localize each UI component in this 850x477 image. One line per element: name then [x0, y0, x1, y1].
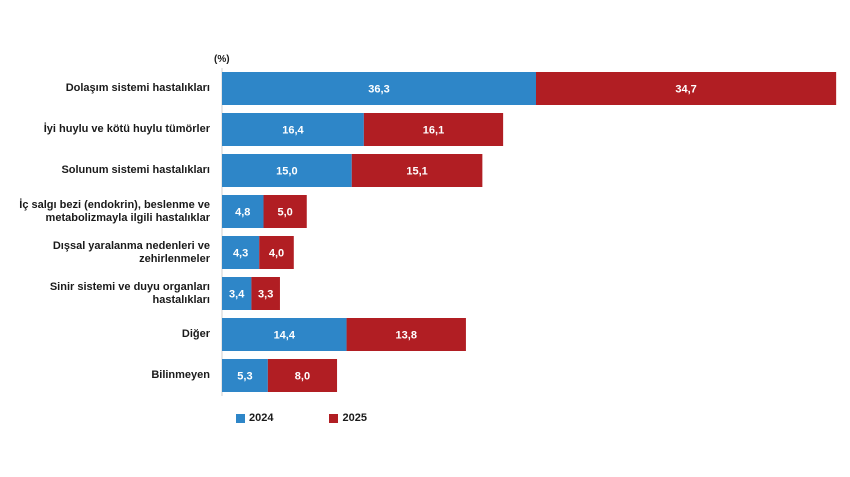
bar-2024: [222, 318, 347, 351]
legend-label-2024: 2024: [249, 412, 274, 424]
bar-2025: [346, 318, 466, 351]
data-label-2024: 4,8: [235, 207, 250, 219]
bar-2024: [222, 154, 352, 187]
bar-2025: [259, 236, 294, 269]
data-label-2025: 8,0: [295, 371, 310, 383]
data-label-2024: 36,3: [368, 84, 389, 96]
data-label-2025: 13,8: [396, 330, 417, 342]
category-label: Sinir sistemi ve duyu organları hastalık…: [49, 280, 210, 306]
data-label-2025: 34,7: [675, 84, 696, 96]
unit-label: (%): [214, 54, 230, 65]
category-label: Dolaşım sistemi hastalıkları: [65, 82, 210, 94]
data-label-2025: 15,1: [406, 166, 427, 178]
data-label-2025: 3,3: [258, 289, 273, 301]
legend: 2024 2025: [236, 412, 367, 424]
bar-2025: [251, 277, 280, 310]
bar-2024: [222, 236, 260, 269]
category-label: Bilinmeyen: [151, 369, 210, 381]
bar-2025: [351, 154, 483, 187]
bar-2024: [222, 195, 264, 228]
data-label-2025: 16,1: [423, 125, 444, 137]
category-label: Diğer: [181, 328, 210, 340]
bar-2024: [222, 72, 536, 105]
bar-2025: [535, 72, 837, 105]
legend-swatch-2025: [329, 413, 339, 423]
legend-label-2025: 2025: [342, 412, 367, 424]
category-label: İç salgı bezi (endokrin), beslenme ve me…: [19, 198, 210, 224]
bar-2025: [363, 113, 504, 146]
data-label-2024: 3,4: [229, 289, 245, 301]
data-label-2024: 5,3: [237, 371, 252, 383]
legend-item-2025: 2025: [329, 412, 367, 424]
data-label-2024: 15,0: [276, 166, 297, 178]
category-label: Solunum sistemi hastalıkları: [61, 164, 210, 176]
legend-item-2024: 2024: [236, 412, 273, 424]
data-label-2024: 16,4: [282, 125, 304, 137]
data-label-2024: 4,3: [233, 248, 248, 260]
bar-2024: [222, 113, 364, 146]
legend-swatch-2024: [236, 413, 245, 423]
data-label-2025: 5,0: [277, 207, 292, 219]
bar-2025: [263, 195, 307, 228]
bar-2024: [222, 277, 252, 310]
data-label-2025: 4,0: [269, 248, 284, 260]
bar-2025: [267, 359, 338, 392]
data-label-2024: 14,4: [274, 330, 296, 342]
category-label: İyi huylu ve kötü huylu tümörler: [43, 123, 210, 135]
category-label: Dışsal yaralanma nedenleri ve zehirlenme…: [52, 239, 210, 265]
bar-2024: [222, 359, 268, 392]
